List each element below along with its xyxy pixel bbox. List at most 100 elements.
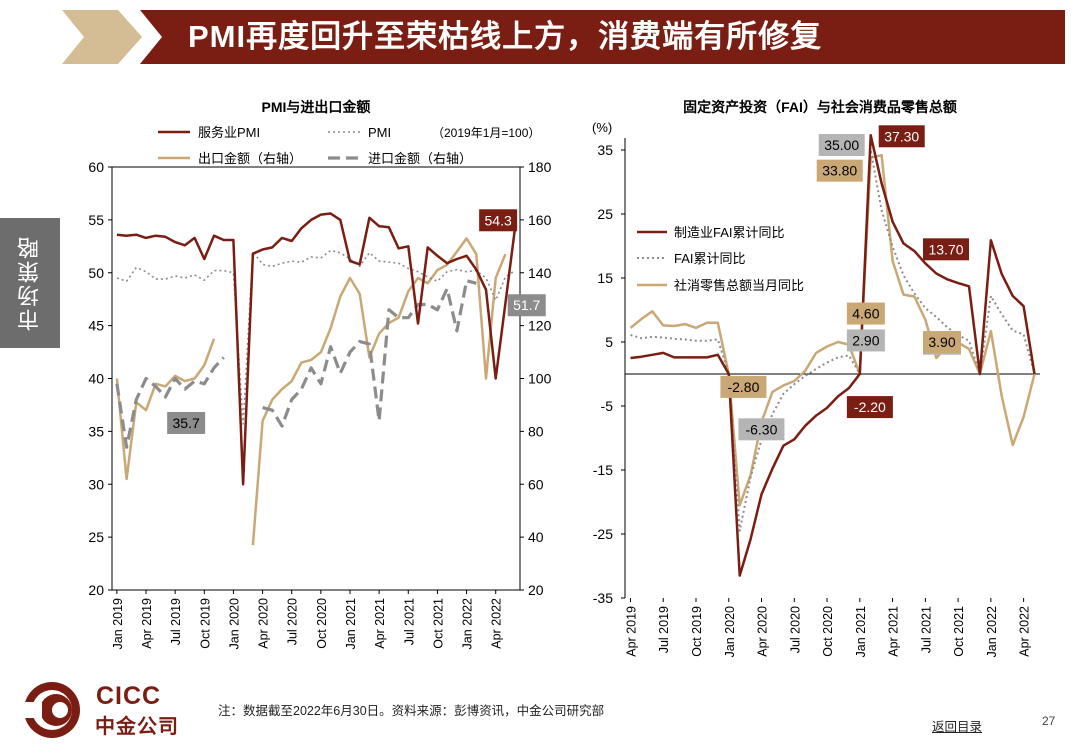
title-banner [140,10,1065,64]
legend-label: 出口金额（右轴） [198,151,302,166]
x-tick-label: Jan 2021 [854,606,868,657]
chart-title: 固定资产投资（FAI）与社会消费品零售总额 [683,99,957,115]
x-tick-label: Jul 2020 [286,598,300,645]
series-line [629,153,1036,507]
chart-note: （2019年1月=100） [432,126,540,140]
x-tick-label: Apr 2022 [490,598,504,649]
x-tick-label: Jan 2021 [344,598,358,649]
data-label: 37.30 [884,128,919,144]
x-tick-label: Jan 2022 [461,598,475,649]
banner-chevron [62,10,142,64]
y-tick-label-left: 55 [88,212,104,228]
data-label-box [846,329,885,352]
x-tick-label: Oct 2019 [690,606,704,657]
y-tick-label: 5 [605,334,613,350]
slide-title: PMI再度回升至荣枯线上方，消费端有所修复 [188,19,823,54]
data-label-box [923,331,962,354]
x-tick-label: Apr 2019 [140,598,154,649]
y-tick-label-right: 140 [528,265,552,281]
data-label: 2.90 [852,332,879,348]
y-tick-label: -15 [593,462,613,478]
fai-retail-chart: 固定资产投资（FAI）与社会消费品零售总额 (%) 35 25 15 5 -5 -15 -25 -… [592,99,1040,657]
data-label: 35.7 [173,415,200,431]
x-tick-label: Jul 2021 [402,598,416,645]
x-tick-label: Jan 2022 [985,606,999,657]
data-label-box [846,302,885,325]
series-line [251,237,507,546]
data-label: 35.00 [824,137,859,153]
y-tick-label: 25 [597,206,613,222]
data-label: -2.20 [854,399,886,415]
data-label: 13.70 [928,241,963,257]
x-tick-label: Apr 2021 [887,606,901,657]
footer-note: 注：数据截至2022年6月30日。资料来源：彭博资讯，中金公司研究部 [218,704,605,718]
data-label: 3.90 [928,334,955,350]
x-tick-label: Oct 2021 [431,598,445,649]
cicc-logo-icon [22,682,80,738]
data-label-box [479,209,518,232]
data-label-box [846,396,893,419]
y-tick-label: 15 [597,270,613,286]
legend-label: 进口金额（右轴） [368,151,472,166]
series-line [115,338,216,481]
data-label-box [818,134,865,156]
x-tick-label: Jul 2019 [657,606,671,653]
legend-label: PMI [368,125,391,140]
y-tick-label-left: 20 [88,582,104,598]
y-tick-label-right: 20 [528,582,544,598]
legend-label: 社消零售总额当月同比 [674,278,804,293]
x-tick-label: Jan 2020 [723,606,737,657]
data-label-box [507,294,546,317]
x-tick-label: Apr 2019 [624,606,638,657]
logo-text-zh: 中金公司 [95,716,179,738]
data-label-box [720,375,767,398]
x-tick-label: Oct 2021 [952,606,966,657]
series-line [116,249,516,425]
y-tick-label-left: 60 [88,159,104,175]
y-tick-label-right: 100 [528,371,552,387]
y-tick-label-right: 120 [528,318,552,334]
data-label: 33.80 [822,163,857,179]
y-tick-label: -5 [601,398,614,414]
x-tick-label: Jan 2020 [227,598,241,649]
x-tick-label: Apr 2022 [1018,606,1032,657]
y-tick-label-left: 35 [88,423,104,439]
x-tick-label: Jul 2020 [788,606,802,653]
y-tick-label: 35 [597,142,613,158]
data-label: -2.80 [727,379,759,395]
logo-text-en: CICC [96,682,162,710]
data-label-box [816,159,863,182]
x-tick-label: Oct 2020 [315,598,329,649]
data-label-box [167,411,206,434]
side-tab[interactable] [0,218,60,348]
legend-label: FAI累计同比 [674,251,746,266]
legend-label: 服务业PMI [198,125,260,140]
data-label: -6.30 [745,421,777,437]
series-line [630,134,1036,577]
page-number: 27 [1042,714,1056,728]
y-tick-label-right: 60 [528,476,544,492]
x-tick-label: Oct 2019 [198,598,212,649]
y-tick-label-left: 25 [88,529,104,545]
y-axis-unit: (%) [592,120,612,135]
x-tick-label: Jul 2019 [169,598,183,645]
y-tick-label-right: 40 [528,529,544,545]
y-tick-label-right: 80 [528,423,544,439]
back-to-contents-link[interactable]: 返回目录 [932,720,983,734]
x-tick-label: Apr 2021 [373,598,387,649]
data-label: 51.7 [513,297,540,313]
pmi-trade-chart: PMI与进出口金额 （2019年1月=100） 60 55 50 45 40 35 30 25 20… [88,99,551,649]
y-tick-label: -35 [593,590,613,606]
data-label: 54.3 [485,212,512,228]
series-line [630,149,1036,532]
x-tick-label: Jul 2021 [919,606,933,653]
y-tick-label-left: 50 [88,265,104,281]
y-tick-label-left: 30 [88,476,104,492]
y-tick-label-right: 180 [528,159,552,175]
data-label-box [738,418,785,441]
series-line [116,212,517,486]
y-tick-label: -25 [593,526,613,542]
y-tick-label-left: 40 [88,371,104,387]
data-label: 4.60 [852,306,879,322]
